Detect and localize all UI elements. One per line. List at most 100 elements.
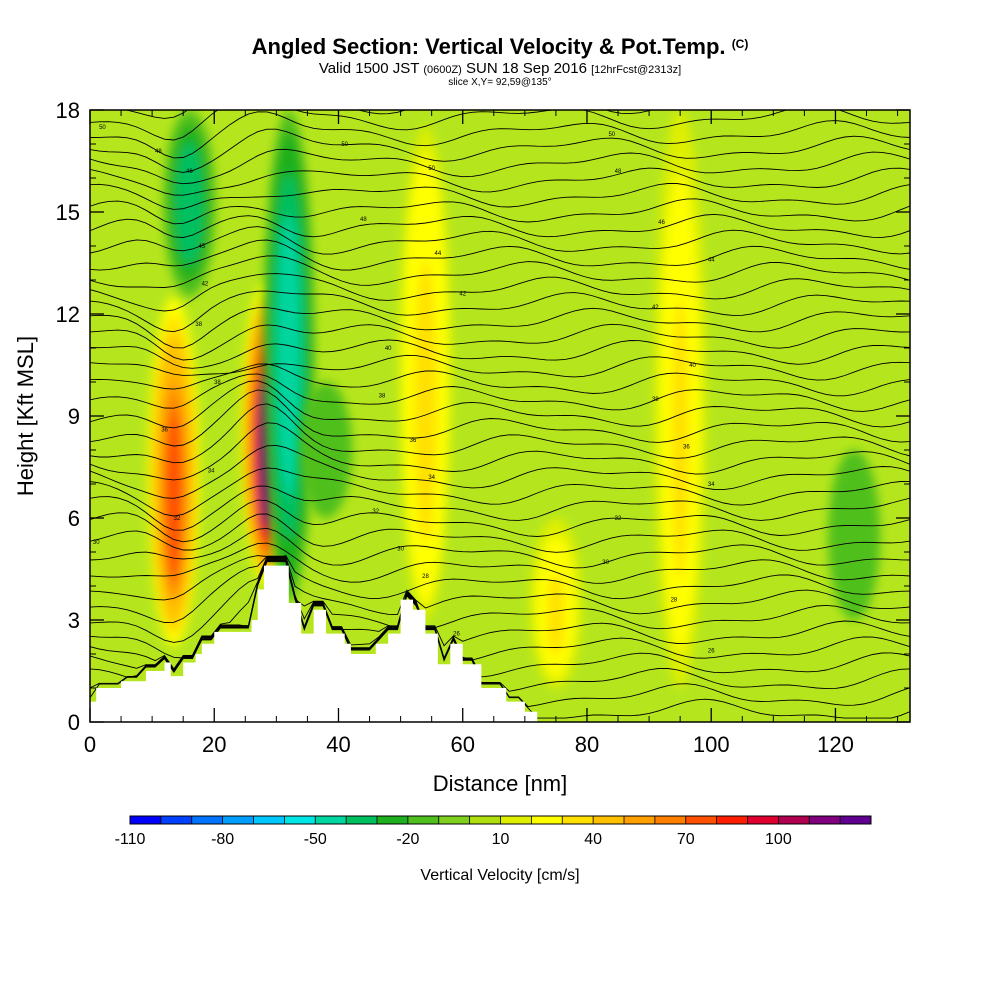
colorbar-label: 70: [677, 831, 695, 848]
theta-label: 30: [93, 540, 100, 546]
theta-label: 44: [708, 258, 715, 264]
forecast-info: [12hrFcst@2313z]: [591, 64, 682, 76]
velocity-mark: [280, 236, 297, 477]
theta-label: 36: [410, 438, 417, 444]
theta-contour: [90, 422, 910, 481]
theta-contour: [90, 513, 910, 553]
theta-label: 32: [174, 516, 181, 522]
colorbar-swatch: [562, 816, 594, 824]
y-tick-label: 0: [68, 710, 80, 735]
theta-contour: [90, 555, 910, 623]
valid-utc: (0600Z): [423, 64, 462, 76]
colorbar-label: -50: [304, 831, 327, 848]
theta-label: 46: [186, 169, 193, 175]
colorbar-swatch: [624, 816, 656, 824]
theta-contour: [90, 148, 910, 185]
theta-label: 30: [602, 560, 609, 566]
colorbar-swatch: [253, 816, 285, 824]
theta-label: 26: [453, 632, 460, 638]
theta-contour: [90, 363, 910, 397]
theta-contour: [90, 307, 910, 349]
theta-contour: [90, 226, 910, 255]
colorbar-label: -80: [211, 831, 234, 848]
plot-background: [90, 110, 910, 722]
theta-contour: [90, 111, 910, 159]
terrain: [90, 565, 910, 722]
colorbar-title: Vertical Velocity [cm/s]: [420, 867, 579, 884]
theta-contour: [90, 273, 910, 312]
theta-label: 38: [195, 322, 202, 328]
valid-time-line: Valid 1500 JST (0600Z) SUN 18 Sep 2016 […: [0, 60, 1000, 77]
updraft-1: [147, 297, 200, 648]
theta-label: 42: [652, 305, 659, 311]
colorbar-label: 40: [584, 831, 602, 848]
slice-info: slice X,Y= 92,59@135°: [448, 77, 552, 88]
x-axis-title: Distance [nm]: [433, 771, 568, 796]
colorbar-swatch: [500, 816, 532, 824]
theta-label: 36: [683, 445, 690, 451]
theta-contour: [90, 239, 910, 271]
colorbar-swatch: [284, 816, 316, 824]
theta-contour: [90, 485, 910, 531]
theta-contour: [90, 556, 910, 643]
y-tick-label: 12: [56, 302, 80, 327]
theta-contour: [90, 561, 910, 719]
updraft-4: [529, 518, 582, 688]
colorbar-swatch: [315, 816, 347, 824]
theta-contour: [90, 380, 910, 429]
pot-temp-contours: [90, 110, 910, 719]
colorbar-swatch: [531, 816, 563, 824]
theta-label: 50: [608, 132, 615, 138]
theta-contour: [90, 167, 910, 196]
theta-label: 28: [671, 598, 678, 604]
colorbar-swatch: [377, 816, 409, 824]
velocity-mark: [317, 416, 335, 484]
colorbar-swatch: [716, 816, 748, 824]
y-tick-label: 3: [68, 608, 80, 633]
theta-contour: [90, 255, 910, 288]
theta-label: 40: [689, 363, 696, 369]
theta-contour: [90, 290, 910, 333]
velocity-mark: [845, 493, 863, 577]
theta-contour: [90, 542, 910, 584]
theta-contour: [90, 499, 910, 543]
colorbar-label: 100: [765, 831, 792, 848]
chart-title-tag: (C): [731, 37, 749, 51]
theta-label: 44: [435, 251, 442, 257]
contour-labels: 50 48 46 45 42 38 38 36 34 32 30 50 50 48 44 42 40 38 36 34…: [93, 125, 715, 655]
colorbar-swatch: [685, 816, 718, 824]
theta-contour: [90, 183, 910, 210]
colorbar-swatch: [191, 816, 224, 824]
theta-contour: [90, 213, 910, 238]
updraft-3: [399, 127, 452, 620]
theta-contour: [90, 373, 910, 412]
colorbar-swatch: [160, 816, 193, 824]
theta-label: 34: [428, 475, 435, 481]
theta-contour: [90, 560, 910, 708]
theta-label: 32: [615, 516, 622, 522]
theta-contour: [90, 323, 910, 361]
theta-label: 26: [708, 649, 715, 655]
y-tick-label: 18: [56, 98, 80, 123]
x-tick-label: 20: [202, 732, 226, 757]
theta-contour: [90, 559, 910, 692]
theta-label: 48: [615, 169, 622, 175]
updraft-5: [654, 110, 707, 688]
theta-contour: [90, 558, 910, 678]
x-tick-label: 60: [450, 732, 474, 757]
theta-contour: [90, 354, 910, 381]
colorbar-swatch: [654, 816, 687, 824]
theta-label: 28: [422, 574, 429, 580]
chart-title: Angled Section: Vertical Velocity & Pot.…: [0, 34, 1000, 60]
y-tick-label: 9: [68, 404, 80, 429]
colorbar-swatch: [593, 816, 625, 824]
theta-label: 32: [372, 509, 379, 515]
x-tick-label: 100: [693, 732, 730, 757]
colorbar: -110 -80 -50 -20 10 40 70 100: [115, 815, 872, 848]
x-tick-label: 0: [84, 732, 96, 757]
velocity-mark: [165, 411, 183, 582]
colorbar-swatch: [809, 816, 841, 824]
theta-label: 45: [198, 244, 205, 250]
theta-label: 34: [708, 482, 715, 488]
terrain-profile: [90, 565, 910, 722]
